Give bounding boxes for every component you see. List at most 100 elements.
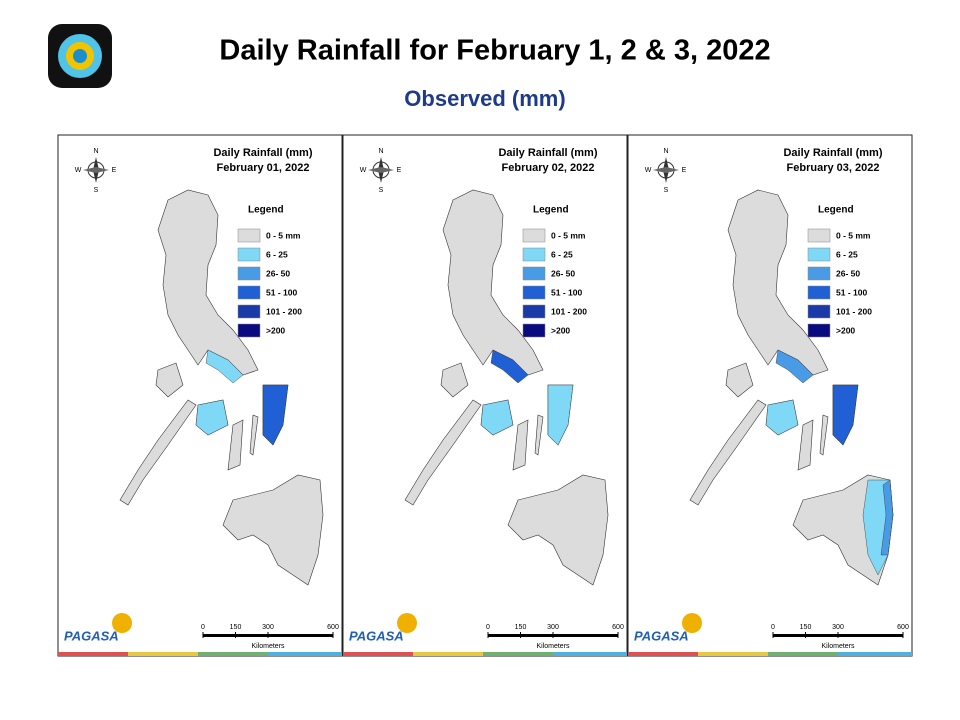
legend-label: 101 - 200 (266, 306, 302, 316)
scale-label: 0 (771, 624, 775, 631)
island (227, 419, 244, 471)
scale-label: 0 (201, 624, 205, 631)
legend-label: >200 (266, 325, 285, 335)
legend-title: Legend (533, 205, 569, 216)
legend-label: 6 - 25 (266, 249, 288, 259)
rain-area (205, 349, 244, 384)
panel-title: Daily Rainfall (mm) (498, 147, 597, 159)
compass-e: E (682, 167, 687, 174)
legend-swatch (807, 266, 831, 281)
legend-label: 26- 50 (266, 268, 290, 278)
color-strip (413, 652, 483, 656)
legend-label: 0 - 5 mm (836, 230, 871, 240)
scale-label: 150 (800, 624, 812, 631)
legend-title: Legend (248, 205, 284, 216)
legend-swatch (522, 323, 546, 338)
legend-label: 0 - 5 mm (551, 230, 586, 240)
island (725, 362, 754, 398)
legend-label: 51 - 100 (836, 287, 867, 297)
legend-swatch (237, 247, 261, 262)
panel-title: Daily Rainfall (mm) (213, 147, 312, 159)
scale-label: 600 (327, 624, 339, 631)
compass: N S E W (645, 148, 687, 194)
legend-label: 101 - 200 (551, 306, 587, 316)
compass-needle (653, 167, 679, 173)
island (512, 419, 529, 471)
rain-area (880, 479, 894, 556)
rain-area (832, 384, 859, 446)
island (119, 399, 197, 506)
compass-needle (368, 167, 394, 173)
logo-text: PAGASA (349, 628, 404, 643)
island (819, 414, 829, 456)
color-strip (483, 652, 553, 656)
legend-title: Legend (818, 205, 854, 216)
rain-area (480, 399, 514, 436)
island (797, 419, 814, 471)
scale-label: 150 (230, 624, 242, 631)
island (222, 474, 324, 586)
panel-date: February 01, 2022 (217, 162, 310, 174)
rain-area (765, 399, 799, 436)
legend-label: 51 - 100 (266, 287, 297, 297)
legend-label: 26- 50 (551, 268, 575, 278)
scale-label: 300 (262, 624, 274, 631)
island (404, 399, 482, 506)
compass-s: S (379, 187, 384, 194)
island (155, 362, 184, 398)
island (249, 414, 259, 456)
scale-unit: Kilometers (536, 643, 570, 650)
rain-area (547, 384, 574, 446)
color-strip (268, 652, 342, 656)
legend-swatch (237, 266, 261, 281)
legend-label: >200 (836, 325, 855, 335)
compass-e: E (397, 167, 402, 174)
legend-swatch (522, 285, 546, 300)
rain-area (775, 349, 814, 384)
legend-swatch (807, 228, 831, 243)
panel-date: February 02, 2022 (502, 162, 595, 174)
logo-mark (397, 613, 417, 633)
legend-swatch (237, 285, 261, 300)
color-strip (198, 652, 268, 656)
scale-label: 600 (897, 624, 909, 631)
island (440, 362, 469, 398)
legend-swatch (522, 266, 546, 281)
panel-date: February 03, 2022 (787, 162, 880, 174)
logo-mark (682, 613, 702, 633)
legend-swatch (807, 247, 831, 262)
compass-w: W (645, 167, 652, 174)
slide-subtitle: Observed (mm) (404, 86, 565, 111)
legend-label: 101 - 200 (836, 306, 872, 316)
logo-mark (112, 613, 132, 633)
legend-label: 6 - 25 (836, 249, 858, 259)
compass-n: N (663, 148, 668, 155)
legend-swatch (807, 304, 831, 319)
legend-swatch (522, 304, 546, 319)
island (157, 189, 259, 376)
legend-swatch (522, 247, 546, 262)
scale-label: 600 (612, 624, 624, 631)
scale-label: 300 (547, 624, 559, 631)
rain-area (195, 399, 229, 436)
legend-swatch (807, 285, 831, 300)
slide-title: Daily Rainfall for February 1, 2 & 3, 20… (219, 35, 770, 67)
island (727, 189, 829, 376)
compass-e: E (112, 167, 117, 174)
map-panel: N S E W Daily Rainfall (mm) February 03, 2022… (627, 134, 913, 657)
compass-n: N (93, 148, 98, 155)
legend-label: 26- 50 (836, 268, 860, 278)
color-strip (58, 652, 128, 656)
legend-swatch (237, 304, 261, 319)
compass-w: W (75, 167, 82, 174)
scale-label: 0 (486, 624, 490, 631)
scale-unit: Kilometers (251, 643, 285, 650)
compass-n: N (378, 148, 383, 155)
legend-label: 0 - 5 mm (266, 230, 301, 240)
island (507, 474, 609, 586)
agency-logo (48, 24, 112, 88)
rain-area (490, 349, 529, 384)
color-strip (838, 652, 912, 656)
scale-label: 150 (515, 624, 527, 631)
